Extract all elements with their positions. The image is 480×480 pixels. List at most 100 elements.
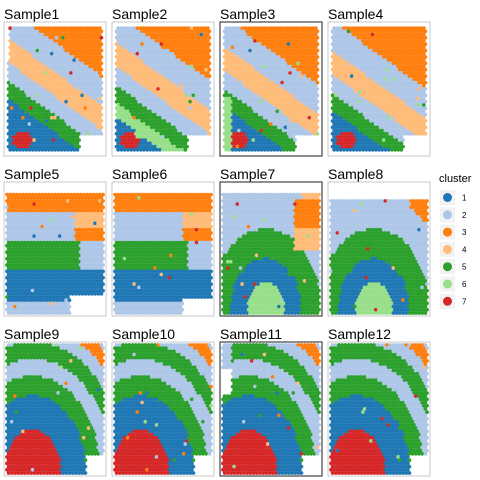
spot-cluster-2 [17,32,22,37]
spot-cluster-3 [33,26,38,31]
spot-cluster-3 [205,51,210,56]
spot-cluster-3 [61,29,65,34]
spot-cluster-5 [48,119,53,123]
spot-cluster-1 [53,147,57,152]
spot-cluster-1 [46,135,51,139]
spot-cluster-1 [30,122,35,127]
spot-cluster-2 [30,51,35,56]
spot-cluster-2 [83,87,88,91]
spot-cluster-2 [37,90,41,95]
spot-cluster-2 [9,29,14,34]
spot-cluster-1 [46,141,51,146]
spot-cluster-5 [13,87,17,91]
spot-cluster-2 [61,61,65,66]
spot-cluster-3 [41,29,46,34]
spot-cluster-2 [56,58,61,63]
spot-cluster-3 [196,39,201,43]
spot-cluster-3 [173,32,178,37]
spot-cluster-7 [19,138,24,143]
spot-cluster-2 [124,42,129,47]
spot-cluster-2 [81,64,86,69]
spot-cluster-2 [69,64,73,69]
spot-cluster-5 [46,122,51,127]
spot-cluster-5 [57,119,62,123]
spot-cluster-4 [38,80,43,85]
spot-cluster-2 [8,71,13,75]
spot-cluster-3 [99,61,104,66]
spot-cluster-2 [127,35,132,40]
spot-cluster-3 [69,51,73,56]
spot-cluster-3 [59,26,64,31]
spot-cluster-3 [164,32,169,37]
spot-cluster-4 [69,96,73,101]
spot-cluster-2 [125,32,130,37]
spot-cluster-4 [32,74,37,79]
spot-cluster-1 [51,131,56,136]
spot-cluster-1 [54,138,59,143]
spot-cluster-2 [124,35,129,40]
spot-cluster-3 [161,45,165,50]
spot-cluster-3 [202,51,207,56]
spot-cluster-3 [185,48,189,53]
spot-cluster-3 [53,39,57,43]
spot-cluster-3 [173,51,178,56]
spot-cluster-1 [17,147,22,152]
spot-cluster-2 [70,119,75,123]
spot-cluster-1 [33,135,38,139]
spot-cluster-4 [91,115,96,120]
spot-cluster-3 [97,71,102,75]
spot-cluster-3 [72,32,77,37]
spot-cluster-4 [9,55,14,59]
spot-cluster-5 [22,99,27,104]
spot-cluster-2 [19,35,24,40]
spot-cluster-4 [61,80,65,85]
spot-cluster-4 [93,106,97,111]
spot-cluster-2 [62,103,67,107]
spot-cluster-4 [116,45,121,50]
spot-cluster-2 [85,90,89,95]
spot-cluster-2 [80,131,85,136]
spot-cluster-2 [86,93,91,98]
spot-cluster-4 [73,93,78,98]
spot-cluster-2 [25,87,30,91]
spot-cluster-4 [93,99,97,104]
spot-cluster-2 [148,45,153,50]
spot-cluster-7 [16,131,21,136]
spot-cluster-2 [64,55,69,59]
spot-cluster-4 [81,103,86,107]
spot-cluster-2 [54,61,59,66]
spot-cluster-3 [140,42,145,47]
spot-cluster-3 [48,29,53,34]
spot-cluster-3 [83,48,88,53]
spot-cluster-2 [75,83,80,88]
spot-cluster-1 [9,144,14,149]
spot-cluster-4 [21,64,25,69]
spot-cluster-3 [85,45,89,50]
spot-cluster-5 [291,147,296,152]
spot-cluster-3 [78,39,83,43]
spot-cluster-5 [16,99,21,104]
spot-cluster-2 [37,96,41,101]
spot-cluster-5 [67,138,72,143]
spot-cluster-3 [201,29,205,34]
spot-cluster-3 [181,42,186,47]
spot-cluster-3 [69,26,73,31]
spot-cluster-1 [6,138,11,143]
spot-cluster-2 [25,48,30,53]
spot-cluster-5 [37,103,41,107]
spot-cluster-4 [56,96,61,101]
spot-cluster-4 [33,71,38,75]
spot-cluster-3 [85,51,89,56]
spot-cluster-3 [156,29,161,34]
spot-cluster-2 [13,80,17,85]
spot-cluster-1 [14,115,19,120]
spot-cluster-3 [204,48,209,53]
spot-cluster-2 [37,51,41,56]
spot-cluster-5 [35,112,40,117]
spot-cluster-2 [88,90,93,95]
spot-cluster-2 [38,35,43,40]
spot-cluster-5 [32,112,37,117]
spot-cluster-3 [193,45,197,50]
spot-cluster-2 [78,122,83,127]
